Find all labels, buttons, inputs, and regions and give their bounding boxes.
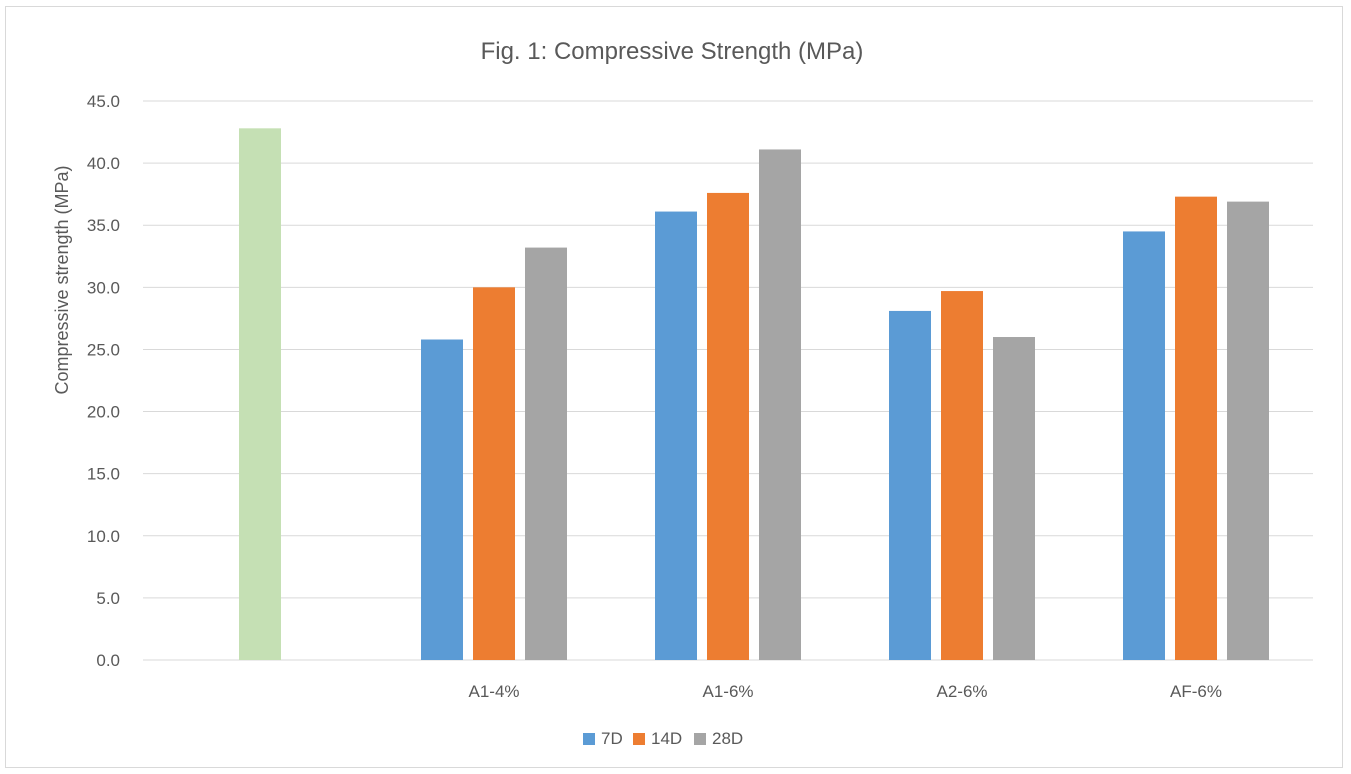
bar-control <box>239 128 281 661</box>
legend: 7D 14D 28D <box>583 729 743 748</box>
bar-14D-AF-6% <box>1175 196 1217 660</box>
y-tick-label: 0.0 <box>96 651 120 670</box>
chart-title: Fig. 1: Compressive Strength (MPa) <box>481 38 864 65</box>
y-axis-ticks: 0.0 5.0 10.0 15.0 20.0 25.0 30.0 35.0 40.0 45.0 <box>87 92 120 670</box>
bar-14D-A1-4% <box>473 287 515 660</box>
x-axis-ticks: A1-4% A1-6% A2-6% AF-6% <box>468 682 1222 701</box>
x-tick-label: A2-6% <box>936 682 987 701</box>
legend-swatch-14D <box>633 733 645 745</box>
y-tick-label: 45.0 <box>87 92 120 111</box>
bar-7D-A1-4% <box>421 339 463 660</box>
bar-28D-AF-6% <box>1227 201 1269 660</box>
legend-swatch-28D <box>694 733 706 745</box>
bar-28D-A1-6% <box>759 149 801 661</box>
gridlines <box>143 100 1313 661</box>
legend-swatch-7D <box>583 733 595 745</box>
y-tick-label: 5.0 <box>96 589 120 608</box>
legend-label-28D: 28D <box>712 729 743 748</box>
bars <box>239 128 1269 661</box>
bar-7D-A2-6% <box>889 310 931 660</box>
y-tick-label: 35.0 <box>87 216 120 235</box>
legend-label-14D: 14D <box>651 729 682 748</box>
y-tick-label: 30.0 <box>87 278 120 297</box>
y-tick-label: 25.0 <box>87 340 120 359</box>
bar-7D-A1-6% <box>655 211 697 660</box>
y-axis-label: Compressive strength (MPa) <box>52 165 72 394</box>
y-tick-label: 15.0 <box>87 465 120 484</box>
y-tick-label: 40.0 <box>87 154 120 173</box>
bar-14D-A1-6% <box>707 192 749 660</box>
legend-label-7D: 7D <box>601 729 623 748</box>
x-tick-label: AF-6% <box>1170 682 1222 701</box>
bar-14D-A2-6% <box>941 291 983 660</box>
y-tick-label: 20.0 <box>87 403 120 422</box>
y-tick-label: 10.0 <box>87 527 120 546</box>
bar-28D-A2-6% <box>993 337 1035 660</box>
x-tick-label: A1-6% <box>702 682 753 701</box>
bar-7D-AF-6% <box>1123 231 1165 660</box>
x-tick-label: A1-4% <box>468 682 519 701</box>
bar-28D-A1-4% <box>525 247 567 661</box>
